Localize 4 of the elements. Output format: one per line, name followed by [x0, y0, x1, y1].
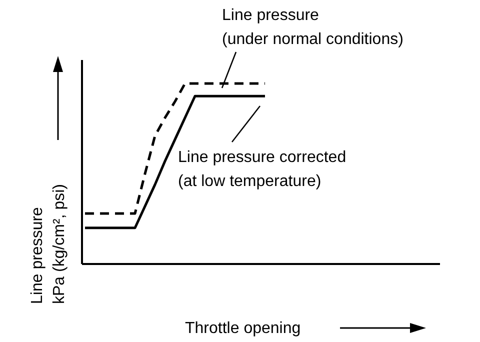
text: Line pressure (under normal conditions): [222, 7, 404, 48]
legend-label: Line pressure corrected (at low temperature): [178, 149, 346, 190]
y-axis-title: Line pressure kPa (kg/cm², psi): [29, 184, 68, 304]
x-axis-title: Throttle opening: [185, 320, 301, 337]
